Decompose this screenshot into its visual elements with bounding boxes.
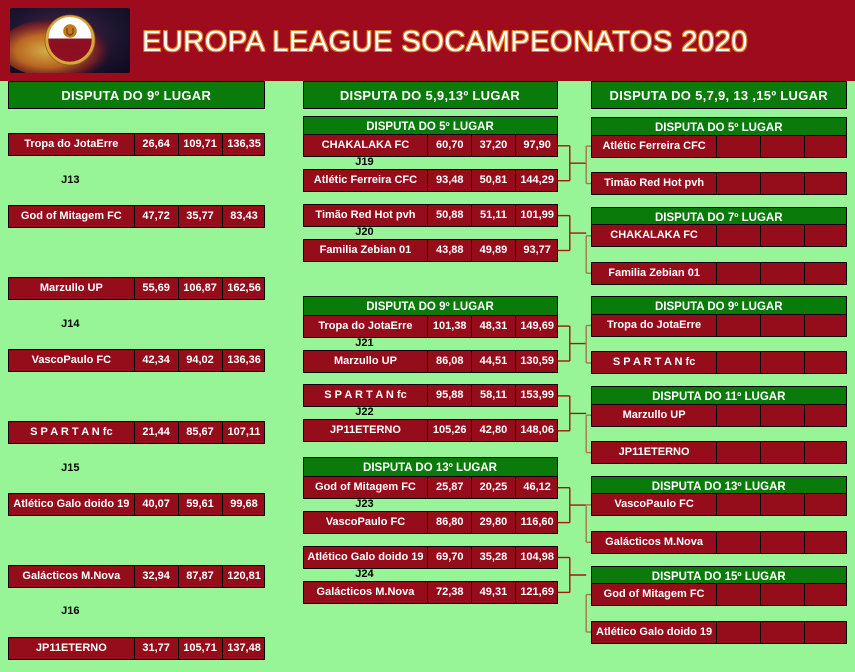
svg-text:LEAGUE: LEAGUE — [57, 51, 83, 56]
